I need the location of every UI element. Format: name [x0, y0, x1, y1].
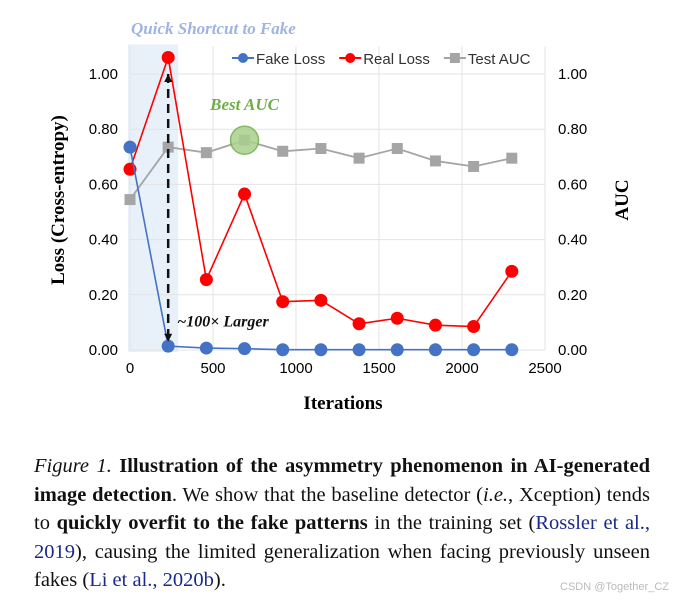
watermark: CSDN @Together_CZ [560, 581, 669, 593]
y-tick-label: 1.00 [89, 66, 118, 83]
legend-marker [238, 53, 248, 63]
caption-bold-1: Illustration of the asymmetry phenomenon… [34, 455, 650, 506]
citation-link[interactable]: Rossler et al., 2019 [34, 512, 651, 563]
data-point [352, 317, 366, 331]
data-point [390, 311, 404, 325]
data-point [429, 155, 441, 167]
data-point [391, 143, 403, 155]
legend-entry: Test AUC [468, 51, 531, 68]
data-point [199, 341, 213, 355]
data-point [505, 343, 519, 357]
data-point [277, 145, 289, 157]
y-tick-label: 0.00 [89, 342, 118, 359]
data-point [276, 295, 290, 309]
data-point [238, 342, 252, 356]
caption-text: ). [213, 569, 226, 591]
data-point [506, 152, 518, 164]
data-point [314, 293, 328, 307]
data-point [428, 318, 442, 332]
y2-tick-label: 1.00 [558, 66, 587, 83]
data-point [468, 160, 480, 172]
y-axis-label: Loss (Cross-entropy) [48, 115, 69, 285]
data-point [161, 50, 175, 64]
y2-axis-label: AUC [612, 179, 633, 220]
y2-tick-label: 0.80 [558, 121, 587, 138]
data-point [200, 147, 212, 159]
citation-link[interactable]: Li et al., 2020b [89, 569, 214, 591]
data-point [353, 152, 365, 164]
caption-text: , Xception) tends to [34, 483, 650, 535]
legend: Fake Loss Real Loss Test AUC [232, 51, 531, 68]
larger-label: ~100× Larger [177, 314, 269, 331]
chart: 0.00 0.20 0.40 0.60 0.80 1.00 0.00 0.20 0.40 0.60… [48, 19, 633, 414]
figure-caption: Figure 1. Illustration of the asymmetry … [34, 452, 650, 595]
legend-entry: Fake Loss [256, 51, 325, 68]
y2-tick-label: 0.60 [558, 176, 587, 193]
data-point [199, 273, 213, 287]
x-tick-label: 2000 [445, 360, 478, 377]
caption-ie: i.e. [483, 483, 509, 506]
data-point [390, 343, 404, 357]
data-point [276, 343, 290, 357]
data-point [123, 140, 137, 154]
arrowhead-up [164, 74, 173, 82]
legend-entry: Real Loss [363, 51, 430, 68]
y2-tick-label: 0.40 [558, 232, 587, 249]
data-point [238, 187, 252, 201]
data-point [467, 320, 481, 334]
x-tick-label: 1000 [279, 360, 312, 377]
data-point [352, 343, 366, 357]
y-tick-label: 0.80 [89, 121, 118, 138]
best-auc-circle [229, 125, 260, 155]
y-tick-label: 0.60 [89, 176, 118, 193]
data-point [162, 141, 174, 153]
x-tick-label: 0 [126, 360, 134, 377]
y-tick-label: 0.20 [89, 287, 118, 304]
x-axis-label: Iterations [303, 393, 382, 414]
legend-marker [345, 53, 356, 63]
caption-text: in the training set ( [367, 512, 536, 534]
caption-bold-2: quickly overfit to the fake patterns [56, 512, 368, 534]
data-point [505, 264, 519, 278]
data-point [161, 339, 175, 353]
data-point [315, 143, 327, 155]
arrowhead-down [164, 333, 173, 342]
y2-tick-label: 0.20 [558, 287, 587, 304]
data-point [124, 194, 136, 206]
x-tick-label: 2500 [528, 360, 561, 377]
data-point [314, 343, 328, 357]
y2-tick-label: 0.00 [558, 342, 587, 359]
data-point [467, 343, 481, 357]
data-point [428, 343, 442, 357]
best-auc-label: Best AUC [209, 95, 279, 114]
caption-text: ), causing the limited generalization wh… [34, 540, 650, 592]
caption-text: . We show that the baseline detector ( [171, 483, 483, 506]
shortcut-region [128, 44, 179, 353]
x-tick-label: 500 [200, 360, 225, 377]
series-line-real-loss [129, 57, 513, 328]
y-tick-label: 0.40 [89, 232, 118, 249]
shortcut-label: Quick Shortcut to Fake [131, 19, 296, 38]
caption-label: Figure 1. [34, 455, 112, 477]
legend-marker [449, 53, 460, 63]
x-tick-label: 1500 [362, 360, 395, 377]
